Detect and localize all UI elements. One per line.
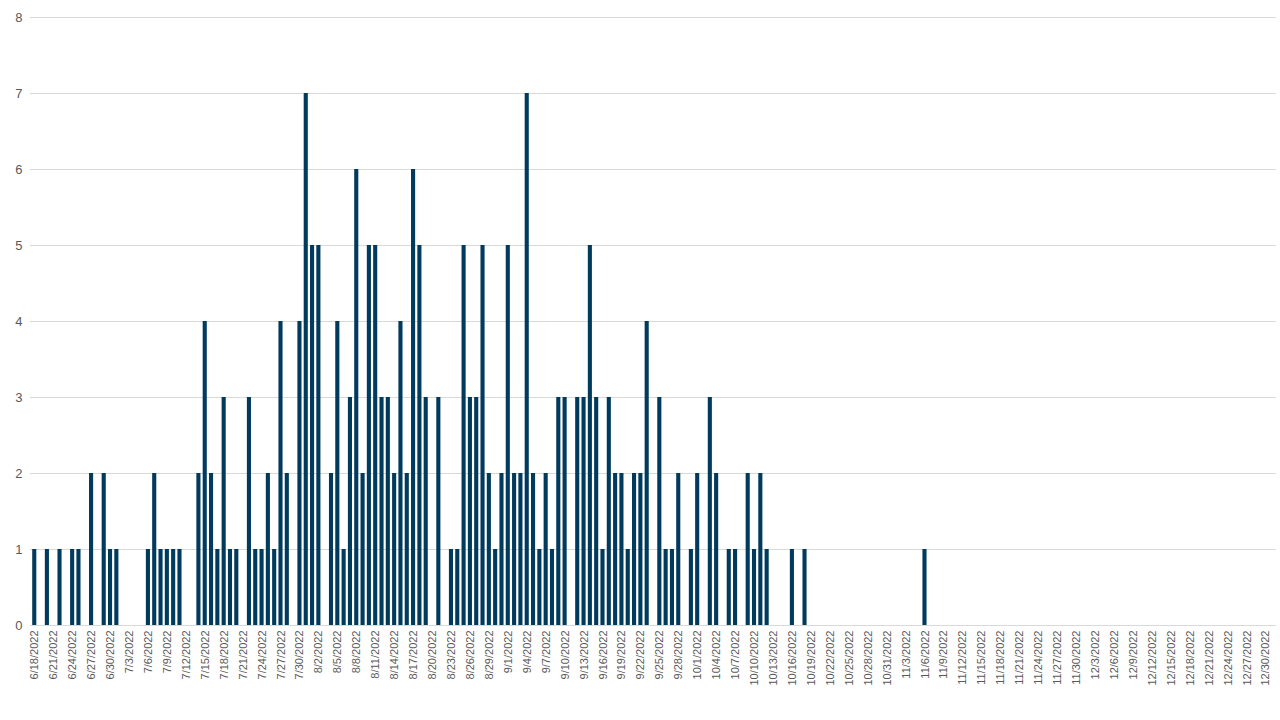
svg-text:6: 6 [15,162,22,177]
svg-text:8/26/2022: 8/26/2022 [464,631,476,680]
svg-text:10/13/2022: 10/13/2022 [767,631,779,686]
svg-text:7/18/2022: 7/18/2022 [218,631,230,680]
svg-text:8/14/2022: 8/14/2022 [388,631,400,680]
svg-text:7: 7 [15,86,22,101]
svg-text:12/9/2022: 12/9/2022 [1127,631,1139,680]
svg-text:12/12/2022: 12/12/2022 [1146,631,1158,686]
svg-text:9/22/2022: 9/22/2022 [634,631,646,680]
svg-text:6/30/2022: 6/30/2022 [104,631,116,680]
svg-text:11/27/2022: 11/27/2022 [1051,631,1063,685]
svg-text:11/18/2022: 11/18/2022 [994,631,1006,685]
svg-text:7/3/2022: 7/3/2022 [123,631,135,674]
svg-text:11/6/2022: 11/6/2022 [919,631,931,679]
svg-text:6/18/2022: 6/18/2022 [28,631,40,680]
svg-text:8/11/2022: 8/11/2022 [369,631,381,679]
svg-text:7/24/2022: 7/24/2022 [256,631,268,680]
svg-text:10/19/2022: 10/19/2022 [805,631,817,686]
svg-text:6/21/2022: 6/21/2022 [47,631,59,680]
svg-text:9/10/2022: 9/10/2022 [559,631,571,680]
svg-text:7/27/2022: 7/27/2022 [275,631,287,680]
svg-text:12/27/2022: 12/27/2022 [1241,631,1253,686]
svg-text:10/1/2022: 10/1/2022 [691,631,703,680]
svg-text:10/16/2022: 10/16/2022 [786,631,798,686]
svg-text:6/27/2022: 6/27/2022 [85,631,97,680]
svg-text:10/4/2022: 10/4/2022 [710,631,722,680]
svg-text:7/6/2022: 7/6/2022 [142,631,154,674]
svg-text:9/16/2022: 9/16/2022 [597,631,609,680]
svg-text:11/21/2022: 11/21/2022 [1013,631,1025,685]
svg-text:4: 4 [15,314,22,329]
svg-text:3: 3 [15,390,22,405]
svg-text:10/7/2022: 10/7/2022 [729,631,741,680]
svg-text:11/12/2022: 11/12/2022 [956,631,968,685]
svg-text:11/3/2022: 11/3/2022 [900,631,912,679]
svg-text:12/3/2022: 12/3/2022 [1089,631,1101,680]
svg-text:8/23/2022: 8/23/2022 [445,631,457,680]
svg-text:7/12/2022: 7/12/2022 [180,631,192,680]
svg-text:8/29/2022: 8/29/2022 [483,631,495,680]
svg-text:10/28/2022: 10/28/2022 [862,631,874,686]
svg-text:8/2/2022: 8/2/2022 [312,631,324,674]
svg-text:10/31/2022: 10/31/2022 [881,631,893,686]
svg-text:6/24/2022: 6/24/2022 [66,631,78,680]
svg-text:10/10/2022: 10/10/2022 [748,631,760,686]
svg-text:11/15/2022: 11/15/2022 [975,631,987,685]
svg-text:12/18/2022: 12/18/2022 [1184,631,1196,686]
svg-text:12/30/2022: 12/30/2022 [1259,631,1271,686]
svg-text:9/25/2022: 9/25/2022 [653,631,665,680]
svg-text:1: 1 [15,542,22,557]
svg-text:9/13/2022: 9/13/2022 [578,631,590,680]
svg-text:10/25/2022: 10/25/2022 [843,631,855,686]
svg-text:8/17/2022: 8/17/2022 [407,631,419,680]
svg-text:7/15/2022: 7/15/2022 [199,631,211,680]
svg-text:9/19/2022: 9/19/2022 [615,631,627,680]
svg-text:8/8/2022: 8/8/2022 [350,631,362,674]
svg-text:8: 8 [15,10,22,25]
svg-text:9/4/2022: 9/4/2022 [521,631,533,674]
svg-text:8/5/2022: 8/5/2022 [331,631,343,674]
svg-text:2: 2 [15,466,22,481]
svg-text:12/6/2022: 12/6/2022 [1108,631,1120,680]
svg-text:9/7/2022: 9/7/2022 [540,631,552,674]
svg-text:11/24/2022: 11/24/2022 [1032,631,1044,685]
svg-text:12/15/2022: 12/15/2022 [1165,631,1177,686]
svg-text:7/21/2022: 7/21/2022 [237,631,249,680]
svg-text:8/20/2022: 8/20/2022 [426,631,438,680]
svg-text:7/9/2022: 7/9/2022 [161,631,173,674]
svg-text:5: 5 [15,238,22,253]
svg-text:10/22/2022: 10/22/2022 [824,631,836,686]
svg-text:12/24/2022: 12/24/2022 [1222,631,1234,686]
svg-text:9/1/2022: 9/1/2022 [502,631,514,674]
svg-text:0: 0 [15,618,22,633]
svg-text:9/28/2022: 9/28/2022 [672,631,684,680]
svg-text:12/21/2022: 12/21/2022 [1203,631,1215,686]
svg-text:11/30/2022: 11/30/2022 [1070,631,1082,685]
svg-text:11/9/2022: 11/9/2022 [937,631,949,679]
svg-text:7/30/2022: 7/30/2022 [293,631,305,680]
